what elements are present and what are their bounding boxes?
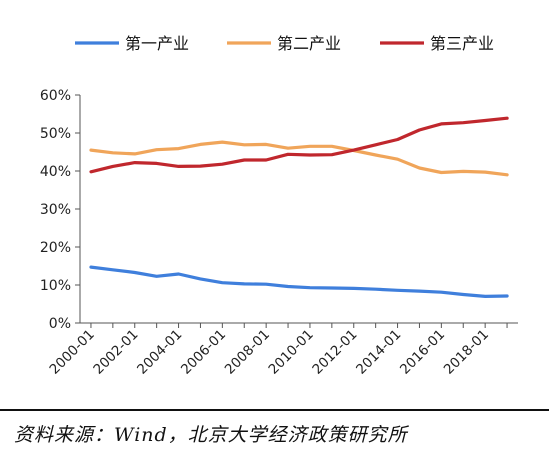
x-tick-label: 2004-01	[134, 327, 185, 378]
source-divider	[0, 409, 549, 411]
source-note: 资料来源：Wind，北京大学经济政策研究所	[14, 424, 408, 446]
legend-label: 第一产业	[125, 34, 189, 53]
x-tick-label: 2002-01	[90, 327, 141, 378]
legend-label: 第二产业	[277, 34, 341, 53]
x-tick-label: 2012-01	[309, 327, 360, 378]
legend-label: 第三产业	[430, 34, 494, 53]
y-tick-label: 50%	[40, 126, 71, 142]
x-tick-label: 2016-01	[397, 327, 448, 378]
y-tick-label: 40%	[40, 164, 71, 180]
x-tick-label: 2010-01	[266, 327, 317, 378]
series-line	[89, 265, 509, 298]
y-tick-label: 60%	[40, 88, 71, 104]
x-tick-label: 2008-01	[222, 327, 273, 378]
y-tick-label: 30%	[40, 202, 71, 218]
x-tick-label: 2006-01	[178, 327, 229, 378]
series-line	[89, 140, 509, 177]
chart-svg: 0% 10% 20% 30% 40% 50% 60% 2000-012002-012004-0…	[40, 34, 518, 378]
x-tick-label: 2000-01	[47, 327, 98, 378]
y-tick-label: 20%	[40, 240, 71, 256]
y-tick-label: 0%	[49, 316, 71, 332]
y-tick-label: 10%	[40, 278, 71, 294]
x-tick-label: 2018-01	[441, 327, 492, 378]
x-tick-label: 2014-01	[353, 327, 404, 378]
series-line	[89, 116, 509, 174]
